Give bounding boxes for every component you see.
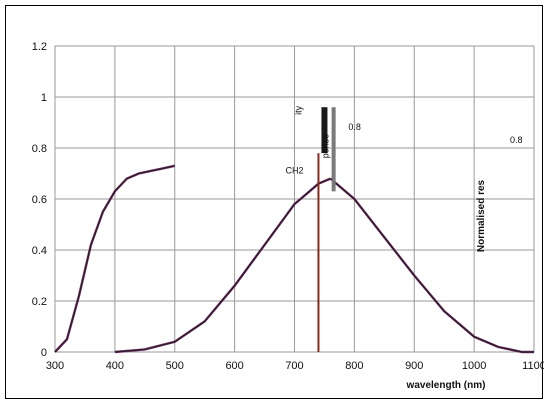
x-tick-label: 800	[345, 360, 363, 372]
y-tick-label: 0.6	[32, 194, 47, 206]
y-tick-label: 1	[41, 92, 47, 104]
right-tick-label: 0.8	[510, 135, 523, 145]
x-tick-label: 700	[285, 360, 303, 372]
chart-frame: 0 0.2 0.4 0.6 0.8 1 1.2 300 400 500 600 700 800 900 10…	[5, 5, 544, 399]
channel-label: CH2	[285, 166, 303, 176]
y-tick-label: 0.4	[32, 245, 47, 257]
series-line-outline	[114, 177, 331, 354]
x-tick-label: 900	[405, 360, 423, 372]
ponse-label: ponse	[321, 134, 331, 159]
y-axis-label: Normalised res	[476, 179, 487, 252]
x-tick-label: 500	[166, 360, 184, 372]
series-line	[54, 165, 175, 353]
x-tick-label: 300	[46, 360, 64, 372]
small-value-label: 0.8	[348, 122, 361, 132]
series-line	[330, 178, 534, 353]
series-line	[114, 178, 331, 353]
x-tick-label: 400	[106, 360, 124, 372]
x-axis-label: wavelength (nm)	[406, 380, 486, 391]
x-tick-label: 1000	[462, 360, 486, 372]
y-tick-label: 0.8	[32, 143, 47, 155]
y-tick-label: 1.2	[32, 41, 47, 53]
series-line-outline	[329, 177, 534, 354]
y-tick-label: 0	[41, 347, 47, 359]
x-tick-label: 1100	[522, 360, 544, 372]
legend-bar-secondary	[331, 107, 336, 192]
y-tick-label: 0.2	[32, 296, 47, 308]
ity-label: ity	[294, 105, 304, 115]
x-tick-label: 600	[225, 360, 243, 372]
legend-bar	[321, 107, 328, 154]
line-chart: 0 0.2 0.4 0.6 0.8 1 1.2 300 400 500 600 700 800 900 10…	[32, 41, 544, 391]
